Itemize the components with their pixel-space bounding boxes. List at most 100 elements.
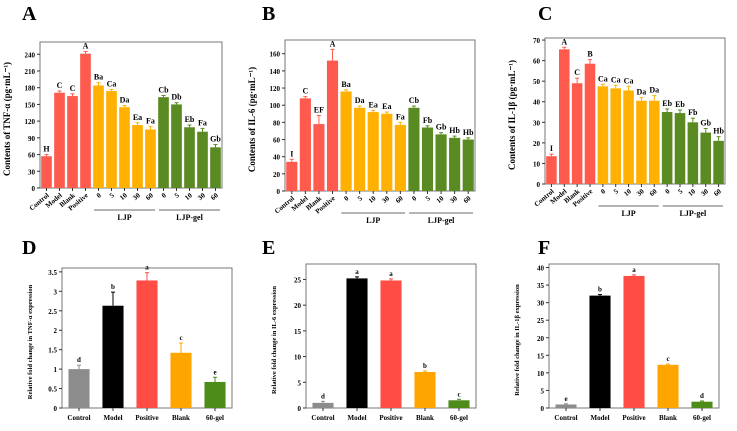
bar [661,112,673,184]
significance-letter: Gb [210,135,221,144]
bar [354,107,366,191]
significance-letter: d [700,392,704,400]
y-tick-label: 70 [533,37,541,45]
x-tick-label: 5 [356,194,364,203]
y-tick-label: 25 [294,276,302,284]
y-tick-label: 0 [541,405,545,413]
x-tick-label: 30 [699,187,710,198]
x-tick-label: Model [347,414,366,422]
y-tick-label: 20 [537,335,545,343]
group-label: LJP [366,216,380,225]
bar [340,91,352,191]
y-tick-label: 90 [28,135,36,143]
bar [119,107,130,188]
panel-label: D [22,237,36,259]
y-tick-label: 0 [537,181,541,189]
y-tick-label: 80 [273,119,281,127]
y-tick-label: 25 [537,317,545,325]
bar [623,275,645,408]
group-label: LJP [117,213,131,222]
panel-label: F [538,237,550,259]
y-axis-label: Relative fold change in IL-1β expression [514,284,521,396]
significance-letter: Hb [449,126,460,135]
significance-letter: Da [120,96,130,105]
significance-letter: A [83,41,89,50]
bar [380,280,402,408]
y-tick-label: 150 [25,101,36,109]
bar [210,147,221,188]
bar [414,372,436,408]
significance-letter: b [111,283,115,291]
y-tick-label: 20 [294,302,302,310]
bar [597,86,609,184]
significance-letter: Ea [369,100,378,109]
panel-label: B [262,3,275,25]
y-tick-label: 30 [537,300,545,308]
significance-letter: Da [355,96,365,105]
significance-letter: C [302,87,308,96]
significance-letter: Ba [94,73,103,82]
bar [657,364,679,408]
y-tick-label: 3.5 [48,269,57,277]
bar [136,280,158,408]
x-tick-label: 10 [622,187,633,198]
y-tick-label: 10 [537,370,545,378]
x-tick-label: 60-gel [450,414,468,422]
significance-letter: c [179,334,182,342]
bar [700,132,711,184]
significance-letter: Eb [675,100,685,109]
y-tick-label: 3 [54,288,58,296]
y-tick-label: 100 [270,102,281,110]
x-tick-label: 0 [343,194,351,203]
y-tick-label: 210 [25,68,36,76]
significance-letter: Fa [146,117,155,126]
bar [381,113,393,191]
significance-letter: Ca [611,75,621,84]
y-tick-label: 160 [270,51,281,59]
group-label: LJP-gel [428,216,455,225]
x-tick-label: 10 [687,187,698,198]
bar [93,85,104,188]
x-tick-label: 10 [367,194,378,205]
plot-frame [39,41,223,189]
x-tick-label: 60 [144,191,155,202]
group-label: LJP-gel [680,209,707,218]
x-tick-label: 30 [635,187,646,198]
bar [197,131,208,188]
significance-letter: Ea [382,102,391,111]
bar [394,124,406,191]
x-tick-label: 0 [160,191,168,200]
y-tick-label: 240 [25,51,36,59]
x-tick-label: 5 [676,187,684,196]
bar [204,381,226,408]
y-tick-label: 1.5 [48,347,57,355]
bar [68,369,90,408]
bar [435,134,447,191]
bar [312,402,334,408]
x-tick-label: Positive [622,414,645,422]
bar [448,400,470,408]
bar [636,100,647,184]
bar [555,404,577,408]
panel-label: E [262,237,275,259]
x-tick-label: Model [103,414,122,422]
bar [649,100,660,184]
bar [589,295,611,408]
y-tick-label: 40 [537,265,545,273]
x-tick-label: 60-gel [206,414,224,422]
significance-letter: Fa [396,112,405,121]
significance-letter: Fb [423,116,433,125]
panel-D: D 0 0.5 1 1.5 2 2.5 3 3.5 Relative fold change in… [22,237,233,422]
bar [145,129,156,188]
panel-F: F 0 5 10 15 20 25 30 35 40 Relative fold change in… [514,237,720,422]
significance-letter: Fa [198,118,207,127]
y-tick-label: 50 [533,78,541,86]
bar [559,49,570,184]
y-tick-label: 1 [54,366,58,374]
x-tick-label: 30 [196,191,207,202]
y-tick-label: 120 [25,118,36,126]
significance-letter: Ca [624,76,634,85]
significance-letter: B [587,50,593,59]
